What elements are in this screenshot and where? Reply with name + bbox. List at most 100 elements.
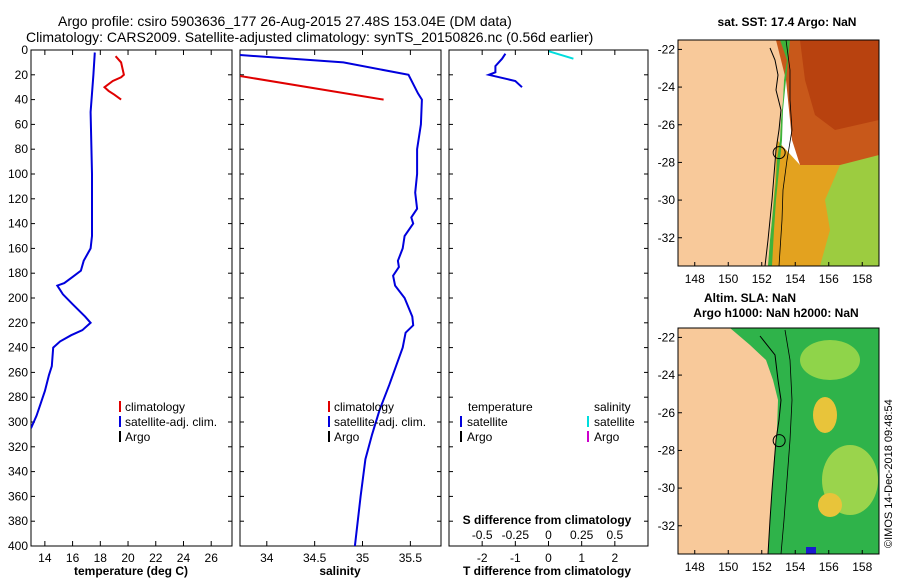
map-y-tick-label: -22 xyxy=(658,42,676,56)
s-tick-label: -0.25 xyxy=(502,528,530,542)
series-line-salinity-satellite xyxy=(548,50,574,60)
coastal-sst-band xyxy=(768,40,790,266)
depth-tick-label: 200 xyxy=(8,291,28,305)
salinity-plot xyxy=(240,54,423,546)
map-y-tick-label: -28 xyxy=(658,443,676,457)
x-tick-label: 20 xyxy=(121,551,135,565)
depth-tick-label: 120 xyxy=(8,192,28,206)
depth-tick-label: 400 xyxy=(8,539,28,553)
warmest-sst-region xyxy=(800,40,879,130)
map-y-tick-label: -28 xyxy=(658,155,676,169)
sst-map-frame xyxy=(677,39,880,267)
legend-s-argo: Argo xyxy=(594,430,620,444)
depth-tick-label: 260 xyxy=(8,365,28,379)
temperature-legend: climatology satellite-adj. clim. Argo xyxy=(119,400,217,444)
x-tick-label: 34 xyxy=(260,551,274,565)
legend-satellite-adj: satellite-adj. clim. xyxy=(125,415,217,429)
s-tick-label: 0 xyxy=(545,528,552,542)
map-y-tick-label: -30 xyxy=(658,481,676,495)
s-tick-label: 0.25 xyxy=(570,528,594,542)
map-x-tick-label: 154 xyxy=(785,560,805,574)
map-x-tick-label: 158 xyxy=(852,560,872,574)
temperature-xlabel: temperature (deg C) xyxy=(74,564,188,578)
x-tick-label: 34.5 xyxy=(303,551,327,565)
legend-s-satellite: satellite xyxy=(594,415,635,429)
depth-tick-label: 140 xyxy=(8,217,28,231)
depth-tick-label: 380 xyxy=(8,514,28,528)
map-x-tick-label: 150 xyxy=(718,560,738,574)
map-x-tick-label: 156 xyxy=(819,272,839,286)
legend-t-argo: Argo xyxy=(467,430,493,444)
difference-legend: temperature satellite Argo salinity sate… xyxy=(460,400,635,444)
depth-tick-label: 300 xyxy=(8,415,28,429)
x-tick-label: -2 xyxy=(477,551,488,565)
depth-contour xyxy=(778,40,793,266)
legend-t-satellite: satellite xyxy=(467,415,508,429)
coastline xyxy=(764,47,782,266)
x-tick-label: 0 xyxy=(545,551,552,565)
x-tick-label: 22 xyxy=(149,551,163,565)
map-y-tick-label: -30 xyxy=(658,193,676,207)
x-tick-label: 35.5 xyxy=(399,551,423,565)
depth-tick-label: 220 xyxy=(8,316,28,330)
depth-axis: 0 20 40 60 80 100 120 140 160 180 200 220 240 260 280 3… xyxy=(8,43,648,553)
x-tick-label: 18 xyxy=(94,551,108,565)
sla-map-subtitle: Argo h1000: NaN h2000: NaN xyxy=(693,306,858,320)
s-difference-label: S difference from climatology xyxy=(463,513,632,527)
series-line-satellite-adj-clim- xyxy=(240,54,423,546)
salinity-panel xyxy=(239,49,442,547)
sla-map xyxy=(678,328,879,554)
map-y-tick-label: -26 xyxy=(658,118,676,132)
sla-high-region xyxy=(800,340,860,380)
depth-tick-label: 280 xyxy=(8,390,28,404)
coastline xyxy=(759,335,782,554)
difference-panel xyxy=(448,49,649,547)
legend-argo: Argo xyxy=(125,430,151,444)
depth-tick-label: 160 xyxy=(8,241,28,255)
cool-sst-region xyxy=(820,155,879,266)
salinity-xlabel: salinity xyxy=(319,564,361,578)
legend-satellite-adj: satellite-adj. clim. xyxy=(334,415,426,429)
profile-title: Argo profile: csiro 5903636_177 26-Aug-2… xyxy=(58,13,512,29)
legend-climatology: climatology xyxy=(125,400,185,414)
s-tick-label: 0.5 xyxy=(606,528,623,542)
x-tick-label: 16 xyxy=(66,551,80,565)
map-y-tick-label: -26 xyxy=(658,406,676,420)
legend-argo: Argo xyxy=(334,430,360,444)
x-tick-label: 26 xyxy=(205,551,219,565)
x-tick-label: 35 xyxy=(356,551,370,565)
x-tick-label: 24 xyxy=(177,551,191,565)
climatology-title: Climatology: CARS2009. Satellite-adjuste… xyxy=(26,29,594,45)
map-y-tick-label: -32 xyxy=(658,231,676,245)
depth-tick-label: 40 xyxy=(15,93,29,107)
sst-map xyxy=(678,40,879,266)
map-x-tick-label: 148 xyxy=(685,272,705,286)
sla-map-title: Altim. SLA: NaN xyxy=(704,291,796,305)
map-y-tick-label: -32 xyxy=(658,519,676,533)
depth-contour xyxy=(780,329,793,554)
series-line-temperature-satellite xyxy=(485,53,523,88)
s-tick-label: -0.5 xyxy=(472,528,493,542)
depth-tick-label: 100 xyxy=(8,167,28,181)
sla-peak-region xyxy=(813,397,837,433)
depth-tick-label: 180 xyxy=(8,266,28,280)
series-line-satellite-adj-clim- xyxy=(31,52,96,429)
map-axes: 148 150 152 154 156 158 -22 -24 -26 -28 -30 -32 148 1… xyxy=(658,42,873,574)
legend-salinity-title: salinity xyxy=(594,400,631,414)
sla-low-spot xyxy=(806,547,816,554)
depth-tick-label: 340 xyxy=(8,465,28,479)
depth-tick-label: 360 xyxy=(8,489,28,503)
legend-temperature-title: temperature xyxy=(468,400,533,414)
depth-tick-label: 60 xyxy=(15,117,29,131)
map-x-tick-label: 152 xyxy=(752,560,772,574)
x-tick-label: 2 xyxy=(611,551,618,565)
profile-axes: 14 16 18 20 22 24 26 34 34.5 35 35.5 -2 -1 0 1 2 -0.5 -0.… xyxy=(38,50,623,565)
argo-position-marker xyxy=(772,146,786,160)
sla-peak-region-south xyxy=(818,493,842,517)
map-x-tick-label: 148 xyxy=(685,560,705,574)
x-tick-label: 1 xyxy=(578,551,585,565)
map-y-tick-label: -22 xyxy=(658,330,676,344)
x-tick-label: 14 xyxy=(38,551,52,565)
temperature-plot xyxy=(31,52,126,429)
